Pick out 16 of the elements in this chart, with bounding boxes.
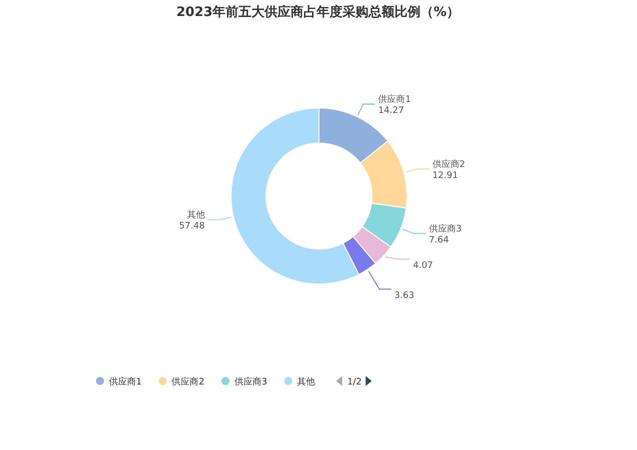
data-label: 3.63 xyxy=(394,291,414,302)
slice-label: 供应商3 xyxy=(428,224,462,235)
chart-title: 2023年前五大供应商占年度采购总额比例（%） xyxy=(176,4,460,20)
data-label: 14.27 xyxy=(378,106,404,116)
data-label: 7.64 xyxy=(428,236,450,246)
data-label: 4.07 xyxy=(412,261,434,272)
legend-label: 其他 xyxy=(297,376,316,388)
slice-label: 供应商1 xyxy=(378,94,411,106)
legend-label: 供应商1 xyxy=(109,376,142,388)
slice-label: 供应商2 xyxy=(432,158,466,170)
slice-label: 其他 xyxy=(186,210,205,221)
text: 1/2 xyxy=(347,378,362,388)
legend-label: 供应商3 xyxy=(234,376,268,388)
legend-label: 供应商2 xyxy=(172,376,204,388)
data-label: 12.91 xyxy=(432,170,458,181)
data-label: 57.48 xyxy=(179,222,206,232)
